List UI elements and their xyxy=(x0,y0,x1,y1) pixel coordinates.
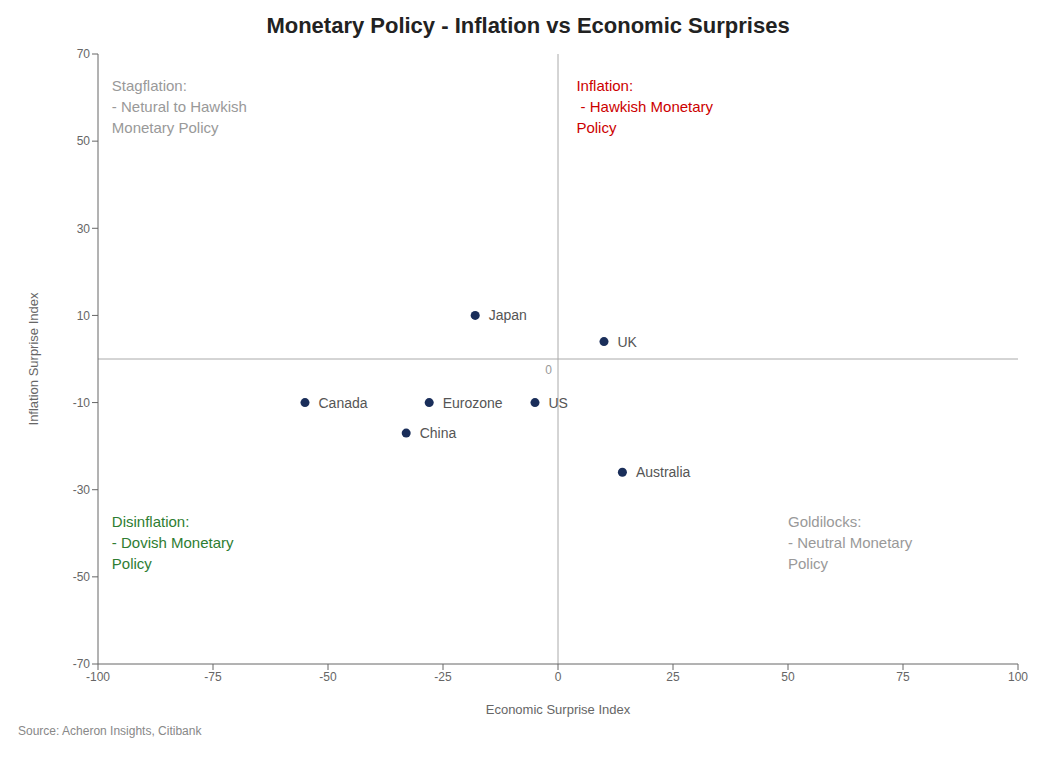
svg-text:0: 0 xyxy=(545,363,552,377)
svg-text:Inflation: - Hawkish MonetaryP: Inflation: - Hawkish MonetaryPolicy xyxy=(576,77,713,136)
svg-text:Stagflation:- Netural to Hawki: Stagflation:- Netural to HawkishMonetary… xyxy=(112,77,247,136)
svg-text:50: 50 xyxy=(77,134,91,148)
svg-text:-50: -50 xyxy=(319,670,337,684)
svg-text:Economic Surprise Index: Economic Surprise Index xyxy=(486,702,631,717)
svg-text:US: US xyxy=(549,395,568,411)
svg-text:10: 10 xyxy=(77,309,91,323)
svg-text:75: 75 xyxy=(896,670,910,684)
svg-text:UK: UK xyxy=(618,334,638,350)
svg-text:-10: -10 xyxy=(73,396,91,410)
svg-text:30: 30 xyxy=(77,222,91,236)
svg-text:100: 100 xyxy=(1008,670,1028,684)
svg-text:Canada: Canada xyxy=(319,395,368,411)
svg-text:Disinflation:- Dovish Monetary: Disinflation:- Dovish MonetaryPolicy xyxy=(112,513,234,572)
svg-text:-100: -100 xyxy=(86,670,110,684)
svg-text:-75: -75 xyxy=(204,670,222,684)
svg-text:China: China xyxy=(420,425,457,441)
svg-text:-30: -30 xyxy=(73,483,91,497)
html-text:Monetary Policy - Inflation vs: Monetary Policy - Inflation vs Economic … xyxy=(266,13,790,38)
svg-text:50: 50 xyxy=(781,670,795,684)
svg-text:Australia: Australia xyxy=(636,464,691,480)
svg-text:Japan: Japan xyxy=(489,307,527,323)
svg-text:-25: -25 xyxy=(434,670,452,684)
svg-text:Eurozone: Eurozone xyxy=(443,395,503,411)
svg-text:Goldilocks:- Neutral MonetaryP: Goldilocks:- Neutral MonetaryPolicy xyxy=(788,513,913,572)
html-text:Source: Acheron Insights, Citi: Source: Acheron Insights, Citibank xyxy=(18,724,202,738)
svg-text:70: 70 xyxy=(77,47,91,61)
svg-text:-50: -50 xyxy=(73,570,91,584)
svg-text:0: 0 xyxy=(555,670,562,684)
svg-text:-70: -70 xyxy=(73,657,91,671)
svg-text:Inflation Surprise Index: Inflation Surprise Index xyxy=(26,292,41,425)
svg-text:25: 25 xyxy=(666,670,680,684)
